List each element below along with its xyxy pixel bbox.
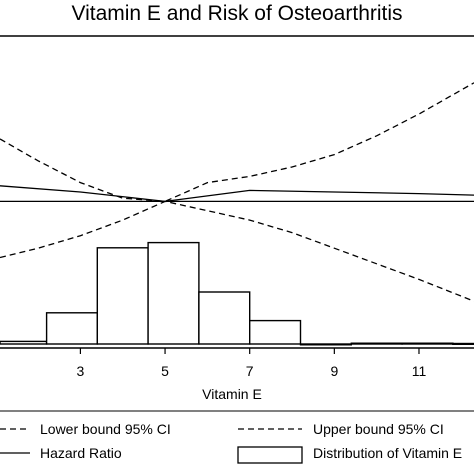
histogram-layer xyxy=(0,241,474,346)
x-tick-label-9: 9 xyxy=(330,363,338,379)
histogram-bar-4 xyxy=(198,291,251,345)
series-layer xyxy=(0,82,474,302)
histogram-bar-5 xyxy=(248,319,302,345)
histogram-bar-3 xyxy=(147,241,200,345)
series-line-lower-bound-95-ci xyxy=(0,200,474,302)
legend: Lower bound 95% CI Upper bound 95% CI Haza… xyxy=(0,421,462,464)
plot-frame xyxy=(0,35,474,349)
legend-label-hazard-ratio: Hazard Ratio xyxy=(40,445,122,461)
x-tick-label-11: 11 xyxy=(412,363,427,379)
histogram-bar-0 xyxy=(0,340,48,345)
legend-label-upper-bound-95-ci: Upper bound 95% CI xyxy=(313,421,444,437)
histogram-bar-7 xyxy=(350,342,403,345)
histogram-bar-1 xyxy=(45,312,99,345)
legend-swatch-distribution-of-vitamin-e xyxy=(237,446,303,464)
histogram-bar-8 xyxy=(401,342,454,345)
x-tick-layer: 3 5 7 9 11 xyxy=(77,348,427,379)
series-line-upper-bound-95-ci xyxy=(0,82,474,203)
series-line-hazard-ratio xyxy=(0,185,474,203)
legend-label-lower-bound-95-ci: Lower bound 95% CI xyxy=(40,421,171,437)
x-tick-label-7: 7 xyxy=(246,363,254,379)
chart-title: Vitamin E and Risk of Osteoarthritis xyxy=(71,2,403,25)
x-tick-label-3: 3 xyxy=(77,363,85,379)
x-axis-title: Vitamin E xyxy=(202,386,262,402)
histogram-bar-9 xyxy=(452,342,474,346)
x-tick-label-5: 5 xyxy=(161,363,169,379)
histogram-bar-2 xyxy=(96,247,149,345)
legend-label-distribution-of-vitamin-e: Distribution of Vitamin E xyxy=(313,445,462,461)
histogram-bar-6 xyxy=(299,343,352,346)
